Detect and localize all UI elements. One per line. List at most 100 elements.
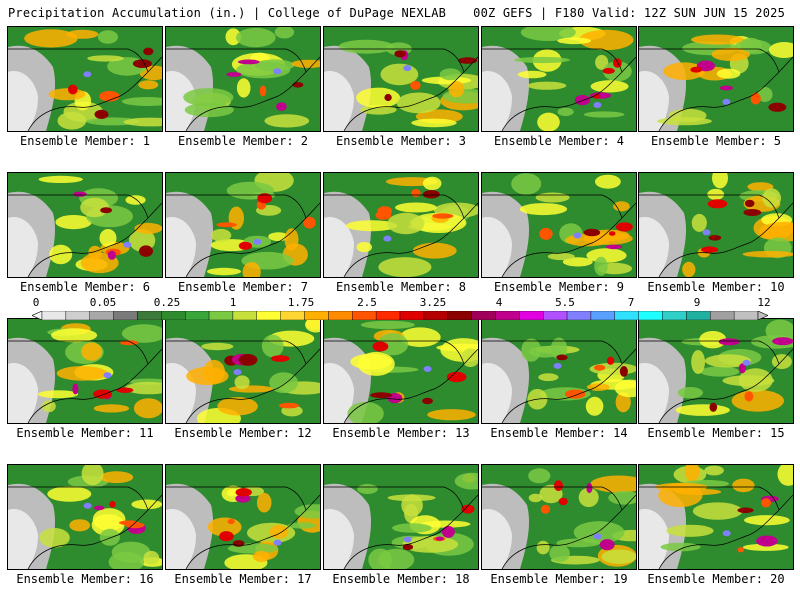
colorbar-segment [519, 311, 544, 320]
ensemble-member-panel: Ensemble Member: 18 [323, 464, 479, 588]
ensemble-member-panel: Ensemble Member: 19 [481, 464, 637, 588]
precip-map [638, 172, 794, 278]
ensemble-member-panel: Ensemble Member: 5 [638, 26, 794, 150]
ensemble-member-label: Ensemble Member: 2 [177, 134, 309, 148]
ensemble-member-label: Ensemble Member: 9 [493, 280, 625, 294]
ensemble-member-label: Ensemble Member: 7 [177, 280, 309, 294]
colorbar-segment [471, 311, 496, 320]
colorbar-segment [184, 311, 210, 320]
precip-map [165, 318, 321, 424]
ensemble-member-label: Ensemble Member: 11 [16, 426, 154, 440]
colorbar-tick-label: 0.05 [89, 296, 117, 309]
colorbar-segment [543, 311, 568, 320]
ensemble-member-panel: Ensemble Member: 1 [7, 26, 163, 150]
ensemble-member-panel: Ensemble Member: 2 [165, 26, 321, 150]
colorbar-min-arrow [32, 311, 43, 320]
precip-map [323, 318, 479, 424]
ensemble-member-panel: Ensemble Member: 12 [165, 318, 321, 442]
precip-map [7, 464, 163, 570]
ensemble-member-panel: Ensemble Member: 16 [7, 464, 163, 588]
colorbar-segment [566, 311, 592, 320]
colorbar-segment [89, 311, 114, 320]
precip-map [481, 26, 637, 132]
ensemble-member-label: Ensemble Member: 4 [493, 134, 625, 148]
ensemble-member-label: Ensemble Member: 13 [332, 426, 470, 440]
colorbar-segment [113, 311, 138, 320]
colorbar-tick-label: 2.5 [357, 296, 377, 309]
colorbar-segment [686, 311, 711, 320]
precip-map [481, 172, 637, 278]
ensemble-member-panel: Ensemble Member: 20 [638, 464, 794, 588]
colorbar-segment [41, 311, 67, 320]
ensemble-member-label: Ensemble Member: 10 [647, 280, 785, 294]
colorbar-segment [304, 311, 329, 320]
colorbar-tick-label: 0 [32, 296, 40, 309]
colorbar-segment [662, 311, 687, 320]
colorbar-segment [495, 311, 520, 320]
precip-map [323, 26, 479, 132]
colorbar-tick-label: 9 [693, 296, 701, 309]
ensemble-member-label: Ensemble Member: 1 [19, 134, 151, 148]
ensemble-member-panel: Ensemble Member: 6 [7, 172, 163, 296]
ensemble-member-panel: Ensemble Member: 14 [481, 318, 637, 442]
ensemble-member-panel: Ensemble Member: 11 [7, 318, 163, 442]
colorbar-segment [590, 311, 615, 320]
colorbar-segment [65, 311, 90, 320]
colorbar-segment [232, 311, 257, 320]
product-title: Precipitation Accumulation (in.) | Colle… [8, 6, 447, 20]
precip-map [7, 172, 163, 278]
header: Precipitation Accumulation (in.) | Colle… [0, 0, 800, 24]
ensemble-member-label: Ensemble Member: 17 [174, 572, 312, 586]
colorbar-segment [614, 311, 639, 320]
colorbar-tick-label: 3.25 [419, 296, 447, 309]
precip-map [638, 26, 794, 132]
ensemble-member-label: Ensemble Member: 5 [650, 134, 782, 148]
colorbar-tick-label: 1 [229, 296, 237, 309]
ensemble-member-panel: Ensemble Member: 10 [638, 172, 794, 296]
ensemble-member-panel: Ensemble Member: 8 [323, 172, 479, 296]
ensemble-member-panel: Ensemble Member: 15 [638, 318, 794, 442]
ensemble-member-label: Ensemble Member: 6 [19, 280, 151, 294]
colorbar-legend: 0 0.05 0.25 1 1.75 2.5 3.25 4 5.5 7 9 12 [0, 296, 800, 320]
colorbar-segment [423, 311, 448, 320]
ensemble-member-panel: Ensemble Member: 3 [323, 26, 479, 150]
ensemble-member-label: Ensemble Member: 8 [335, 280, 467, 294]
colorbar-segment [328, 311, 353, 320]
ensemble-member-label: Ensemble Member: 19 [490, 572, 628, 586]
run-valid-time: 00Z GEFS | F180 Valid: 12Z SUN JUN 15 20… [473, 6, 785, 20]
ensemble-member-label: Ensemble Member: 12 [174, 426, 312, 440]
precip-map [481, 464, 637, 570]
colorbar-segment [399, 311, 425, 320]
colorbar-segment [447, 311, 472, 320]
precip-map [7, 26, 163, 132]
colorbar-scale [32, 311, 768, 320]
colorbar-tick-label: 5.5 [555, 296, 575, 309]
precip-map [323, 464, 479, 570]
colorbar-tick-label: 0.25 [153, 296, 181, 309]
ensemble-member-panel: Ensemble Member: 4 [481, 26, 637, 150]
ensemble-member-label: Ensemble Member: 3 [335, 134, 467, 148]
colorbar-segment [161, 311, 186, 320]
ensemble-member-panel: Ensemble Member: 13 [323, 318, 479, 442]
precip-map [165, 172, 321, 278]
colorbar-segment [280, 311, 305, 320]
colorbar-segment [352, 311, 377, 320]
ensemble-member-panel: Ensemble Member: 7 [165, 172, 321, 296]
precip-map [638, 318, 794, 424]
colorbar-max-arrow [757, 311, 768, 320]
colorbar-segment [256, 311, 281, 320]
ensemble-member-panel: Ensemble Member: 17 [165, 464, 321, 588]
colorbar-tick-label: 1.75 [287, 296, 315, 309]
colorbar-segment [733, 311, 759, 320]
ensemble-member-label: Ensemble Member: 20 [647, 572, 785, 586]
ensemble-member-panel: Ensemble Member: 9 [481, 172, 637, 296]
colorbar-segment [638, 311, 663, 320]
colorbar-segment [208, 311, 234, 320]
ensemble-member-label: Ensemble Member: 14 [490, 426, 628, 440]
colorbar-tick-label: 12 [757, 296, 771, 309]
ensemble-member-label: Ensemble Member: 16 [16, 572, 154, 586]
ensemble-member-label: Ensemble Member: 18 [332, 572, 470, 586]
ensemble-member-label: Ensemble Member: 15 [647, 426, 785, 440]
precip-map [165, 464, 321, 570]
